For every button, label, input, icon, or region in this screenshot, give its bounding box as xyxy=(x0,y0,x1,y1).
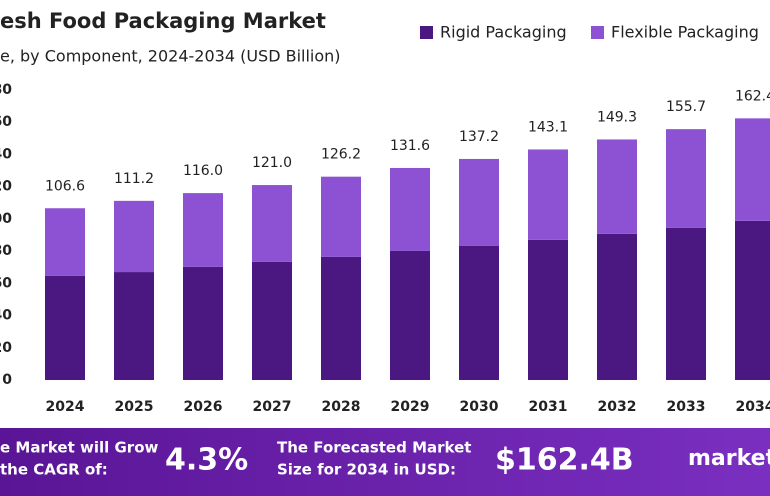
bar-segment xyxy=(321,256,361,380)
bar-segment xyxy=(114,200,154,273)
x-tick-label: 2034 xyxy=(736,399,770,415)
data-label: 137.2 xyxy=(459,129,499,145)
data-label: 121.0 xyxy=(252,155,292,171)
legend-swatch xyxy=(420,26,433,39)
x-tick-label: 2029 xyxy=(391,399,430,415)
banner-text: the CAGR of: xyxy=(0,461,108,479)
bar-segment xyxy=(321,176,361,257)
bar-segment xyxy=(459,245,499,380)
bar-segment xyxy=(735,220,770,380)
bar-segment xyxy=(45,208,85,276)
bar-segment xyxy=(459,158,499,246)
bar-segment xyxy=(735,118,770,221)
x-tick-label: 2028 xyxy=(322,399,361,415)
banner-forecast: $162.4B xyxy=(495,443,634,478)
x-tick-label: 2024 xyxy=(46,399,85,415)
data-label: 162.4 xyxy=(735,88,770,104)
data-label: 111.2 xyxy=(114,171,154,187)
y-tick-label: 20 xyxy=(0,340,12,356)
y-tick-label: 160 xyxy=(0,114,12,130)
data-label: 155.7 xyxy=(666,99,706,115)
y-tick-label: 120 xyxy=(0,179,12,195)
x-tick-label: 2031 xyxy=(529,399,568,415)
chart-subtitle: e, by Component, 2024-2034 (USD Billion) xyxy=(0,47,341,66)
bar-segment xyxy=(666,227,706,380)
bar-segment xyxy=(45,275,85,380)
y-tick-label: 140 xyxy=(0,146,12,162)
banner xyxy=(0,428,770,496)
data-label: 131.6 xyxy=(390,138,430,154)
banner-text: e Market will Grow xyxy=(0,439,158,457)
legend-label: Rigid Packaging xyxy=(440,23,567,42)
y-tick-label: 0 xyxy=(2,372,12,388)
bar-segment xyxy=(390,167,430,251)
data-label: 116.0 xyxy=(183,163,223,179)
data-label: 126.2 xyxy=(321,147,361,163)
y-tick-label: 80 xyxy=(0,243,12,259)
bar-segment xyxy=(252,185,292,262)
x-tick-label: 2032 xyxy=(598,399,637,415)
bar-segment xyxy=(597,139,637,234)
bar-segment xyxy=(183,266,223,380)
bar-segment xyxy=(597,233,637,380)
bar-segment xyxy=(390,250,430,380)
logo: market xyxy=(688,446,770,471)
bar-segment xyxy=(528,239,568,380)
x-tick-label: 2030 xyxy=(460,399,499,415)
x-tick-label: 2025 xyxy=(115,399,154,415)
legend-swatch xyxy=(591,26,604,39)
banner-cagr: 4.3% xyxy=(165,443,248,478)
y-tick-label: 60 xyxy=(0,275,12,291)
data-label: 106.6 xyxy=(45,178,85,194)
legend-label: Flexible Packaging xyxy=(611,23,759,42)
banner-text: Size for 2034 in USD: xyxy=(277,461,456,479)
x-tick-label: 2033 xyxy=(667,399,706,415)
bar-segment xyxy=(252,261,292,380)
x-tick-label: 2027 xyxy=(253,399,292,415)
bar-segment xyxy=(114,272,154,380)
data-label: 149.3 xyxy=(597,109,637,125)
bar-segment xyxy=(666,129,706,228)
y-tick-label: 180 xyxy=(0,82,12,98)
chart-title: esh Food Packaging Market xyxy=(0,9,326,33)
data-label: 143.1 xyxy=(528,119,568,135)
banner-text: The Forecasted Market xyxy=(277,439,471,457)
bar-segment xyxy=(183,193,223,267)
bar-segment xyxy=(528,149,568,240)
y-tick-label: 100 xyxy=(0,211,12,227)
y-tick-label: 40 xyxy=(0,308,12,324)
x-tick-label: 2026 xyxy=(184,399,223,415)
